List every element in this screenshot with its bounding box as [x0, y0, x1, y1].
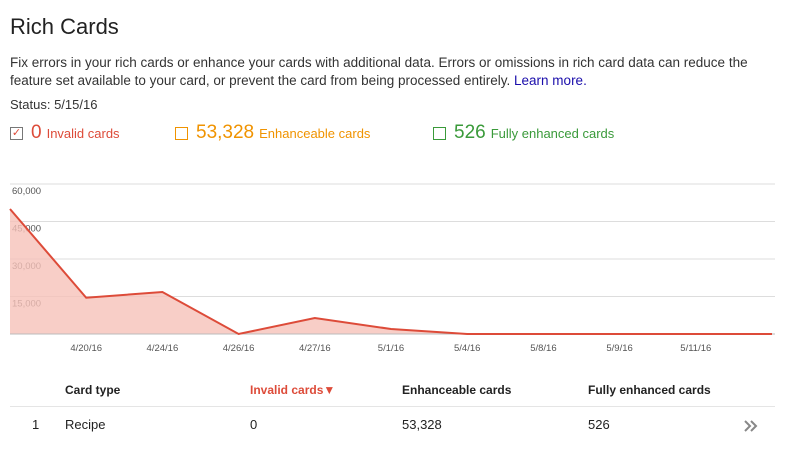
column-header[interactable]: Enhanceable cards — [402, 383, 512, 397]
checkbox[interactable]: ✓ — [10, 126, 23, 140]
row-expand-icon[interactable] — [742, 418, 762, 434]
x-tick-label: 4/20/16 — [70, 343, 102, 354]
toggle-count: 526 — [454, 122, 486, 143]
column-header[interactable]: Card type — [65, 383, 121, 397]
x-tick-label: 5/1/16 — [378, 343, 404, 354]
table-cell: Recipe — [65, 417, 106, 432]
checkbox[interactable] — [175, 126, 188, 140]
toggle-label: Enhanceable cards — [259, 125, 371, 141]
toggle-label: Fully enhanced cards — [490, 125, 615, 141]
x-tick-label: 5/11/16 — [680, 343, 711, 354]
table-cell: 1 — [32, 417, 40, 432]
description: Fix errors in your rich cards or enhance… — [10, 54, 780, 90]
row-divider — [10, 406, 775, 407]
x-tick-label: 4/27/16 — [299, 343, 331, 354]
x-tick-label: 4/26/16 — [223, 343, 255, 354]
toggle[interactable]: 53,328 Enhanceable cards — [175, 122, 370, 144]
checkbox[interactable] — [433, 126, 446, 140]
table-cell: 53,328 — [402, 417, 442, 432]
x-tick-label: 5/4/16 — [454, 343, 480, 354]
column-header[interactable]: Fully enhanced cards — [588, 383, 711, 397]
table-cell: 526 — [588, 417, 610, 432]
toggle[interactable]: ✓ 0 Invalid cards — [10, 122, 120, 144]
table-cell: 0 — [250, 417, 258, 432]
toggle-label: Invalid cards — [46, 125, 120, 141]
status: Status: 5/15/16 — [10, 97, 98, 112]
chart: 15,00030,00045,00060,0004/20/164/24/164/… — [9, 183, 775, 354]
column-header[interactable]: Invalid cards▼ — [250, 383, 336, 397]
line — [9, 208, 772, 336]
page-title: Rich Cards — [10, 14, 119, 39]
description-text: Fix errors in your rich cards or enhance… — [10, 55, 748, 88]
toggle-count: 53,328 — [196, 122, 255, 143]
x-tick-label: 5/9/16 — [606, 343, 632, 354]
area — [10, 209, 772, 334]
toggle[interactable]: 526 Fully enhanced cards — [433, 122, 614, 144]
x-tick-label: 5/8/16 — [530, 343, 556, 354]
learn-more-link[interactable]: Learn more. — [514, 73, 587, 88]
x-tick-label: 4/24/16 — [147, 343, 179, 354]
toggle-count: 0 — [31, 122, 42, 143]
y-tick-label: 60,000 — [12, 186, 41, 197]
